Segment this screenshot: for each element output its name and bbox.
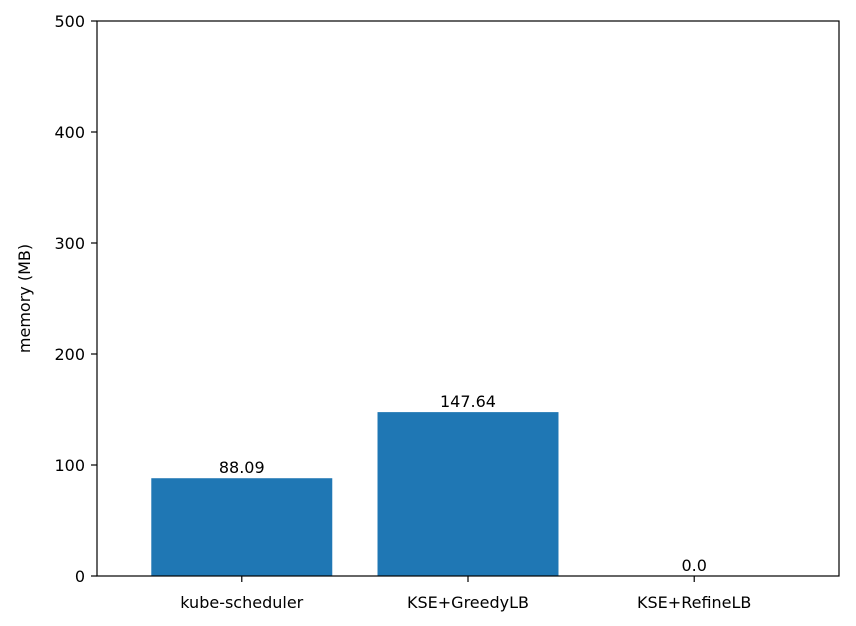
bar-value-label-1: 147.64 bbox=[440, 392, 496, 411]
y-tick-label-3: 300 bbox=[54, 234, 85, 253]
x-tick-label-1: KSE+GreedyLB bbox=[407, 593, 529, 612]
bar-labels-group: 88.09 147.64 0.0 bbox=[219, 392, 707, 575]
x-axis: kube-scheduler KSE+GreedyLB KSE+RefineLB bbox=[180, 576, 751, 612]
y-axis-title: memory (MB) bbox=[15, 244, 34, 353]
x-tick-label-2: KSE+RefineLB bbox=[637, 593, 751, 612]
bar-1 bbox=[377, 412, 559, 576]
bars-group bbox=[151, 412, 559, 576]
y-tick-label-2: 200 bbox=[54, 345, 85, 364]
y-tick-label-4: 400 bbox=[54, 123, 85, 142]
bar-value-label-2: 0.0 bbox=[681, 556, 706, 575]
y-axis: 0 100 200 300 400 500 bbox=[54, 12, 97, 586]
bar-value-label-0: 88.09 bbox=[219, 458, 265, 477]
plot-frame bbox=[96, 20, 840, 577]
x-tick-label-0: kube-scheduler bbox=[180, 593, 303, 612]
y-tick-label-0: 0 bbox=[75, 567, 85, 586]
bar-0 bbox=[151, 478, 333, 576]
y-tick-label-1: 100 bbox=[54, 456, 85, 475]
y-tick-label-5: 500 bbox=[54, 12, 85, 31]
